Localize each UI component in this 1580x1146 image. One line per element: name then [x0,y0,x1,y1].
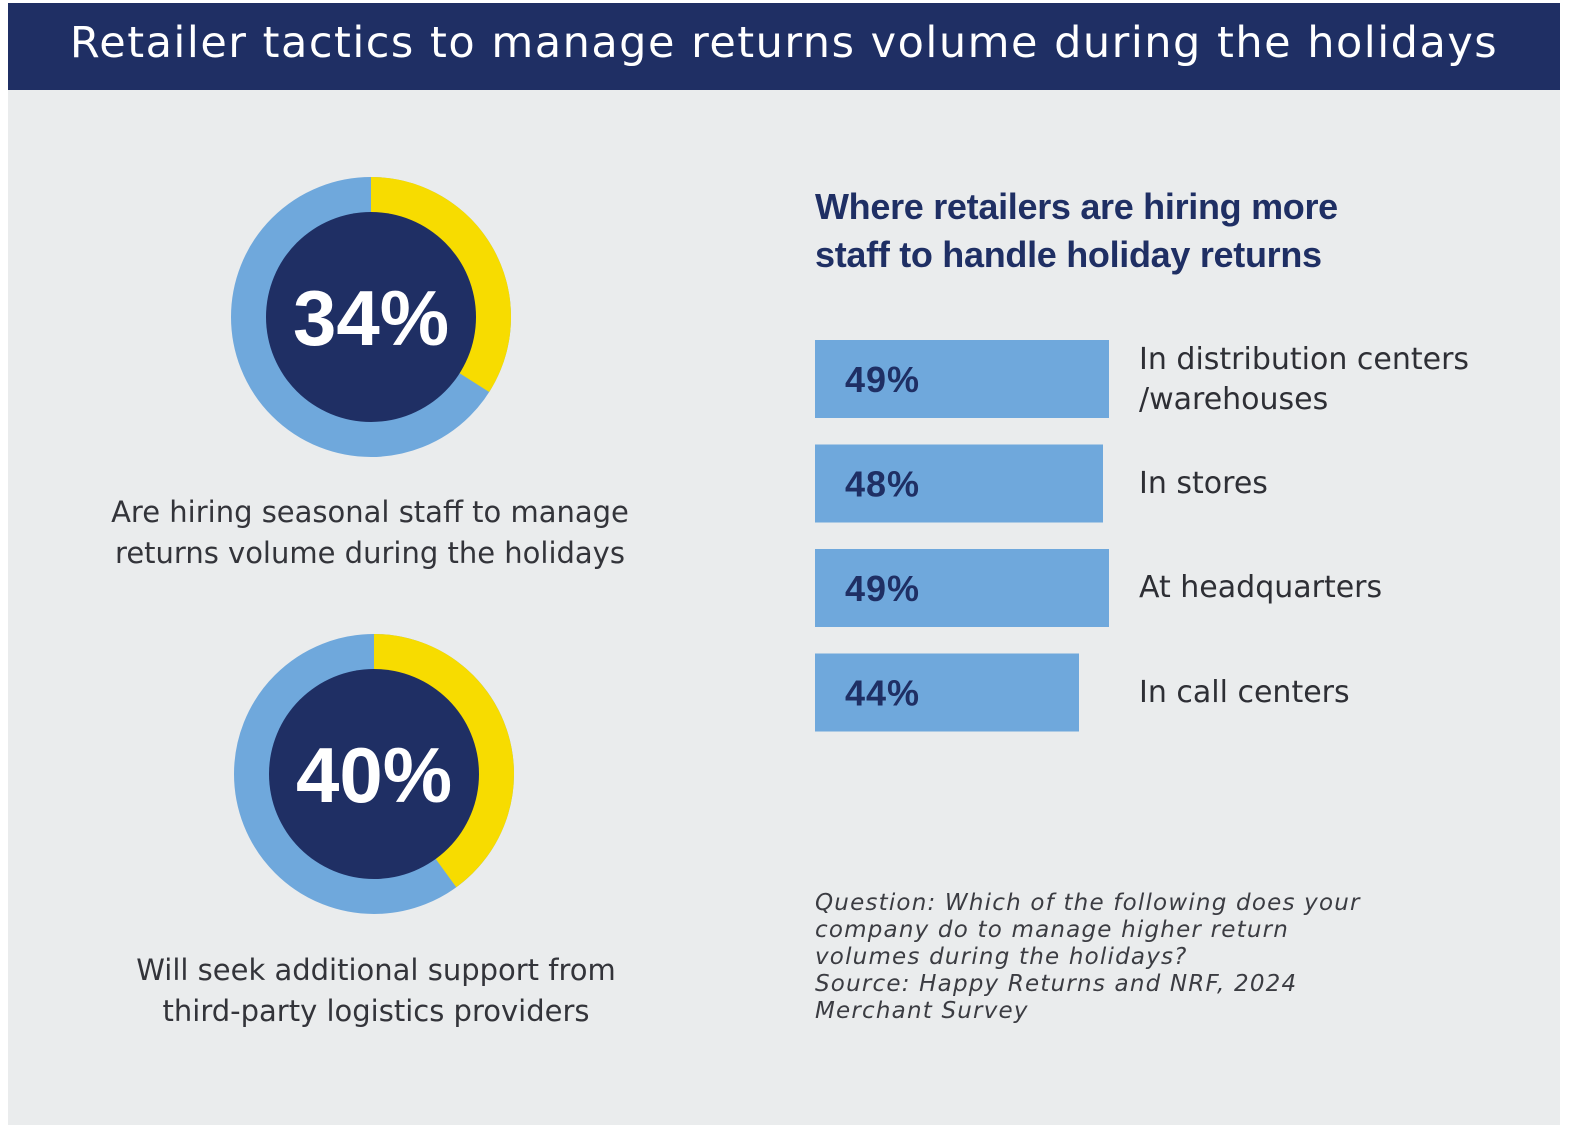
note-line-3: volumes during the holidays? [815,944,1188,970]
donut-1-caption-line-2: returns volume during the holidays [115,536,625,570]
donut-1-center [266,212,476,422]
bar-chart: 49% 48% 49% 44% [815,340,1109,732]
bar-chart-title-line-1: Where retailers are hiring more [815,186,1338,227]
bar-category-label-3-text: At headquarters [1139,570,1383,605]
bar-category-label-2-text: In stores [1139,466,1268,501]
donut-1-value-label: 34% [293,274,449,362]
donut-chart-1: 34% [226,172,516,462]
bar-3-value-label: 49% [845,568,920,609]
bar-category-label-4-text: In call centers [1139,675,1350,710]
bar-chart-title: Where retailers are hiring more staff to… [815,183,1495,279]
bar-1 [815,340,1109,418]
bar-3 [815,549,1109,627]
donut-2-caption-line-2: third-party logistics providers [162,994,590,1028]
bar-category-label-1-line-1: In distribution centers [1139,342,1470,377]
page-title: Retailer tactics to manage returns volum… [69,18,1499,68]
donut-2-svg: 40% [234,634,514,914]
donut-1-value-arc [370,177,511,392]
bar-chart-title-line-2: staff to handle holiday returns [815,234,1322,275]
bar-2-value-label: 48% [845,464,920,505]
header-bar: Retailer tactics to manage returns volum… [8,3,1560,90]
bar-1-value-label: 49% [845,359,920,400]
donut-1-svg: 34% [231,177,511,457]
note-line-4: Source: Happy Returns and NRF, 2024 [815,971,1298,997]
note-line-5: Merchant Survey [815,998,1029,1024]
donut-chart-2: 40% [229,629,519,919]
bar-category-label-1-line-2: /warehouses [1139,382,1329,417]
survey-note: Question: Which of the following does yo… [815,890,1435,1025]
bar-category-label-3: At headquarters [1139,568,1539,608]
donut-1-caption: Are hiring seasonal staff to manage retu… [90,492,650,574]
donut-2-center [269,669,479,879]
bar-category-label-2: In stores [1139,464,1539,504]
donut-2-caption-line-1: Will seek additional support from [136,953,616,987]
bar-category-label-4: In call centers [1139,673,1539,713]
bar-2 [815,444,1103,523]
donut-2-value-label: 40% [296,731,452,819]
bar-4 [815,653,1079,732]
donut-1-caption-line-1: Are hiring seasonal staff to manage [111,495,629,529]
bar-category-label-1: In distribution centers /warehouses [1139,340,1539,420]
infographic: Retailer tactics to manage returns volum… [8,3,1560,1125]
note-line-1: Question: Which of the following does yo… [815,890,1361,916]
note-line-2: company do to manage higher return [815,917,1290,943]
donut-2-caption: Will seek additional support from third-… [96,950,656,1032]
donut-2-value-arc [373,634,514,888]
bar-4-value-label: 44% [845,673,920,714]
